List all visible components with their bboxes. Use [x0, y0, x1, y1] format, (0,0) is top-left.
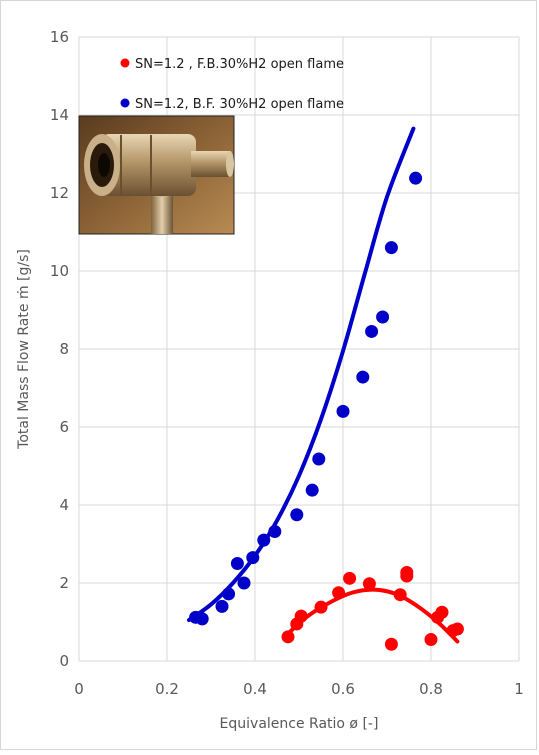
burner-photo: [78, 115, 235, 235]
data-point-series-0: [281, 630, 295, 644]
data-point-series-1: [222, 587, 236, 601]
data-point-series-0: [400, 565, 414, 579]
x-tick-label: 0.6: [331, 680, 355, 698]
y-tick-label: 6: [59, 418, 69, 436]
data-point-series-1: [195, 612, 209, 626]
data-point-series-0: [393, 588, 407, 602]
data-point-series-1: [384, 241, 398, 255]
data-point-series-1: [257, 533, 271, 547]
x-tick-label: 0.2: [155, 680, 179, 698]
legend-item-blue: SN=1.2, B.F. 30%H2 open flame: [120, 97, 344, 112]
data-point-series-0: [424, 633, 438, 647]
data-points: [189, 171, 464, 651]
data-point-series-1: [356, 370, 370, 384]
y-tick-label: 4: [59, 496, 69, 514]
y-axis-title: Total Mass Flow Rate ṁ [g/s]: [16, 249, 32, 450]
data-point-series-0: [435, 605, 449, 619]
data-point-series-1: [246, 551, 260, 565]
y-tick-label: 16: [50, 28, 69, 46]
legend-marker-blue: [120, 98, 130, 108]
y-tick-label: 10: [50, 262, 69, 280]
tick-labels: 0 2 4 6 8 10 12 14 16 0 0.2 0.4 0.6 0.8 1: [50, 28, 524, 698]
data-point-series-1: [409, 171, 423, 185]
data-point-series-1: [365, 324, 379, 338]
data-point-series-0: [332, 586, 346, 600]
data-point-series-1: [290, 508, 304, 522]
data-point-series-1: [268, 525, 282, 539]
x-tick-label: 1: [514, 680, 524, 698]
y-tick-label: 2: [59, 574, 69, 592]
y-tick-label: 12: [50, 184, 69, 202]
data-point-series-1: [305, 483, 319, 497]
y-tick-label: 14: [50, 106, 69, 124]
legend-label-blue: SN=1.2, B.F. 30%H2 open flame: [135, 97, 344, 112]
x-tick-label: 0: [74, 680, 84, 698]
data-point-series-0: [343, 571, 357, 585]
legend-item-red: SN=1.2 , F.B.30%H2 open flame: [120, 57, 344, 72]
legend: SN=1.2 , F.B.30%H2 open flame SN=1.2, B.…: [120, 57, 344, 112]
data-point-series-1: [376, 310, 390, 324]
x-tick-label: 0.8: [419, 680, 443, 698]
data-point-series-1: [215, 599, 229, 613]
data-point-series-0: [362, 577, 376, 591]
data-point-series-0: [450, 622, 464, 636]
x-tick-label: 0.4: [243, 680, 267, 698]
legend-label-red: SN=1.2 , F.B.30%H2 open flame: [135, 57, 344, 72]
data-point-series-1: [230, 557, 244, 570]
data-point-series-1: [237, 576, 251, 590]
data-point-series-0: [384, 637, 398, 651]
y-tick-label: 8: [59, 340, 69, 358]
data-point-series-0: [314, 600, 328, 614]
data-point-series-0: [294, 609, 308, 623]
legend-marker-red: [120, 58, 130, 68]
x-axis-title: Equivalence Ratio ø [-]: [220, 716, 379, 732]
data-point-series-1: [312, 452, 326, 466]
data-point-series-1: [336, 404, 350, 418]
y-tick-label: 0: [59, 652, 69, 670]
